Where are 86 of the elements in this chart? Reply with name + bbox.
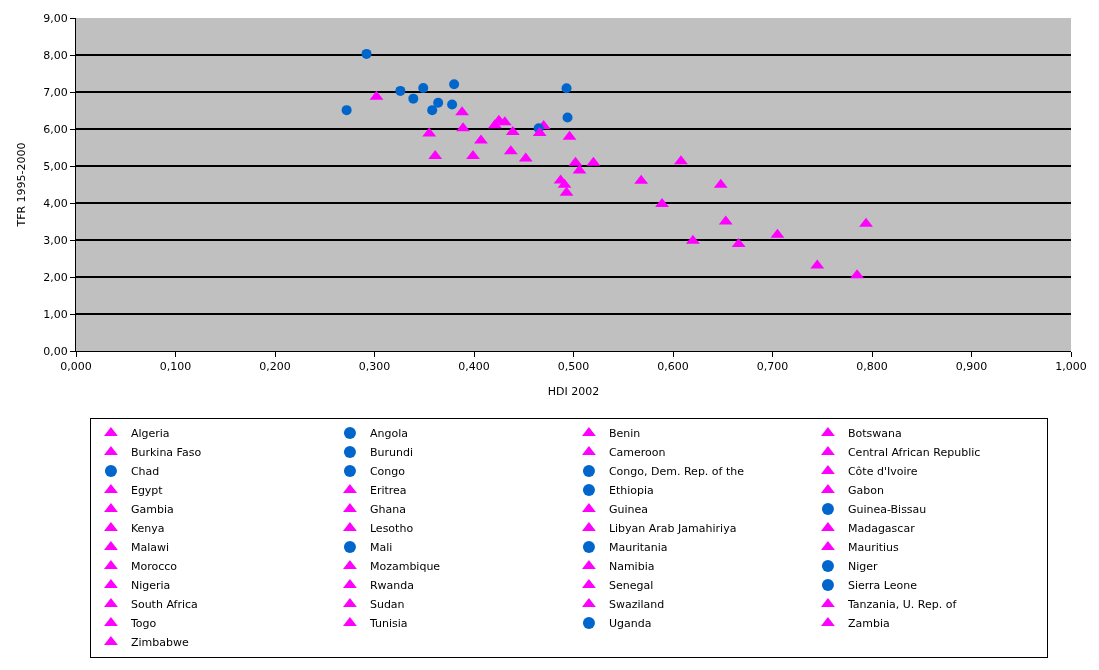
legend-label: Congo: [369, 465, 406, 479]
point: [655, 198, 669, 208]
point: [341, 105, 352, 116]
legend-label: Mali: [369, 541, 393, 555]
legend-label: Gambia: [130, 503, 174, 517]
x-tick-label: 0,200: [259, 360, 291, 374]
x-tick-label: 0,700: [756, 360, 789, 374]
point: [361, 48, 372, 59]
point: [474, 134, 488, 144]
legend-label: Eritrea: [369, 484, 407, 498]
legend-label: Cameroon: [608, 446, 666, 460]
legend-label: Guinea-Bissau: [847, 503, 927, 517]
legend-label: Mauritania: [608, 541, 668, 555]
legend-label: Sudan: [369, 598, 405, 612]
legend-label: Namibia: [608, 560, 655, 574]
legend-label: Sierra Leone: [847, 579, 918, 593]
legend-label: Morocco: [130, 560, 178, 574]
legend-label: Gabon: [847, 484, 884, 498]
legend-label: Tunisia: [368, 617, 408, 631]
legend-label: Zambia: [847, 617, 890, 631]
legend-label: Côte d'Ivoire: [847, 465, 918, 479]
legend-label: Burundi: [369, 446, 413, 460]
point: [433, 97, 444, 108]
point: [466, 150, 480, 160]
legend-label: South Africa: [130, 598, 198, 612]
legend-label: Rwanda: [369, 579, 415, 593]
point: [674, 155, 688, 165]
legend-label: Angola: [369, 427, 408, 441]
point: [449, 79, 460, 90]
legend-label: Nigeria: [130, 579, 171, 593]
y-tick-label: 1,00: [43, 307, 68, 321]
legend-label: Chad: [130, 465, 160, 479]
x-tick-label: 0,100: [159, 360, 192, 374]
legend-label: Malawi: [130, 541, 170, 555]
point: [455, 106, 469, 116]
legend-label: Zimbabwe: [130, 636, 189, 650]
point: [561, 83, 572, 94]
legend-label: Ethiopia: [608, 484, 654, 498]
legend-label: Uganda: [608, 617, 652, 631]
point: [395, 85, 406, 96]
legend-label: Mozambique: [369, 560, 441, 574]
point: [859, 217, 873, 227]
point: [447, 99, 458, 110]
legend-label: Kenya: [130, 522, 165, 536]
legend-label: Lesotho: [369, 522, 414, 536]
legend-label: Benin: [608, 427, 641, 441]
x-tick-label: 0,500: [557, 360, 590, 374]
y-axis-title: TFR 1995-2000: [14, 142, 28, 228]
legend-label: Algeria: [130, 427, 170, 441]
point: [562, 112, 573, 123]
y-tick-label: 2,00: [43, 270, 68, 284]
y-tick-label: 4,00: [43, 196, 68, 210]
y-tick-label: 6,00: [43, 122, 68, 136]
legend-label: Congo, Dem. Rep. of the: [608, 465, 745, 479]
legend-label: Tanzania, U. Rep. of: [846, 598, 958, 612]
y-tick-label: 0,00: [43, 344, 68, 358]
point: [418, 82, 429, 93]
point: [456, 122, 470, 132]
legend-label: Senegal: [608, 579, 654, 593]
x-tick-label: 0,400: [458, 360, 490, 374]
legend-label: Burkina Faso: [130, 446, 202, 460]
legend-label: Central African Republic: [847, 446, 981, 460]
legend-label: Ghana: [369, 503, 406, 517]
legend-label: Botswana: [847, 427, 902, 441]
point: [408, 93, 419, 104]
legend-label: Madagascar: [847, 522, 916, 536]
x-tick-label: 0,000: [60, 360, 92, 374]
legend-label: Guinea: [608, 503, 648, 517]
x-tick-label: 0,600: [657, 360, 689, 374]
y-tick-label: 9,00: [43, 11, 68, 25]
legend-label: Egypt: [130, 484, 164, 498]
legend-label: Mauritius: [847, 541, 900, 555]
y-tick-label: 8,00: [43, 48, 68, 62]
x-tick-label: 0,300: [358, 360, 391, 374]
point: [427, 105, 438, 116]
x-tick-label: 0,900: [955, 360, 988, 374]
y-tick-label: 3,00: [43, 233, 68, 247]
legend-label: Libyan Arab Jamahiriya: [608, 522, 737, 536]
x-tick-label: 1,000: [1055, 360, 1087, 374]
y-tick-label: 5,00: [43, 159, 68, 173]
x-tick-label: 0,800: [856, 360, 888, 374]
legend-label: Niger: [847, 560, 878, 574]
legend-label: Swaziland: [608, 598, 665, 612]
legend-label: Togo: [129, 617, 157, 631]
x-axis-title: HDI 2002: [547, 385, 600, 399]
y-tick-label: 7,00: [43, 85, 68, 99]
